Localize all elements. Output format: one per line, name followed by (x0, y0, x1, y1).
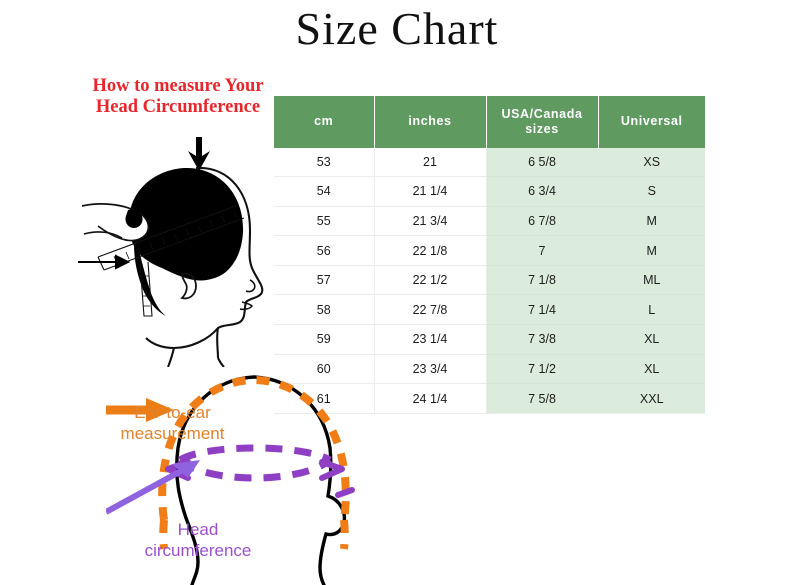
cell-usa: 7 1/8 (486, 265, 599, 296)
column-header-universal: Universal (598, 96, 705, 148)
cell-usa: 6 3/4 (486, 176, 599, 207)
cell-cm: 54 (274, 176, 375, 207)
measure-heading-line-2: Head Circumference (95, 96, 261, 117)
cell-usa: 7 (486, 235, 599, 266)
table-header-row: cm inches USA/Canada sizes Universal (274, 96, 705, 148)
cell-inches: 24 1/4 (374, 383, 487, 414)
page-title: Size Chart (295, 3, 499, 54)
table-row: 60 23 3/4 7 1/2 XL (274, 354, 705, 385)
cell-universal: XL (598, 354, 705, 385)
cell-universal: XS (598, 147, 705, 178)
cell-cm: 58 (274, 294, 375, 326)
cell-cm: 60 (274, 354, 375, 385)
cell-inches: 21 (374, 147, 487, 178)
cell-inches: 22 1/8 (374, 235, 487, 266)
cell-cm: 56 (274, 235, 375, 266)
back-head-diagram (106, 375, 355, 585)
cell-usa: 6 5/8 (486, 147, 599, 178)
cell-universal: S (598, 176, 705, 207)
cell-usa: 7 3/8 (486, 324, 599, 355)
column-header-cm: cm (274, 96, 375, 148)
cell-cm: 55 (274, 206, 375, 237)
cell-inches: 22 7/8 (374, 294, 487, 326)
cell-cm: 53 (274, 147, 375, 178)
table-row: 57 22 1/2 7 1/8 ML (274, 265, 705, 296)
head-circumference-line-1: Head (177, 520, 219, 539)
cell-universal: M (598, 206, 705, 237)
column-header-usa-canada: USA/Canada sizes (486, 96, 599, 148)
column-header-inches: inches (374, 96, 487, 148)
cell-usa: 7 1/4 (486, 294, 599, 326)
table-row: 54 21 1/4 6 3/4 S (274, 176, 705, 207)
cell-inches: 21 1/4 (374, 176, 487, 207)
cell-usa: 7 5/8 (486, 383, 599, 414)
cell-universal: ML (598, 265, 705, 296)
ear-to-ear-line-1: Ear-to-ear (134, 403, 211, 422)
cell-usa: 7 1/2 (486, 354, 599, 385)
table-row: 53 21 6 5/8 XS (274, 147, 705, 178)
cell-universal: XXL (598, 383, 705, 414)
size-chart-table: cm inches USA/Canada sizes Universal 53 … (274, 96, 705, 414)
measure-heading-line-1: How to measure Your (92, 76, 264, 96)
table-row: 58 22 7/8 7 1/4 L (274, 294, 705, 326)
measure-instruction-heading: How to measure Your Head Circumference (72, 76, 284, 117)
cell-inches: 23 3/4 (374, 354, 487, 385)
cell-inches: 22 1/2 (374, 265, 487, 296)
head-circumference-label: Head circumference (128, 519, 268, 562)
cell-cm: 57 (274, 265, 375, 296)
table-row: 61 24 1/4 7 5/8 XXL (274, 383, 705, 414)
cell-universal: XL (598, 324, 705, 355)
ear-to-ear-measurement-label: Ear-to-ear measurement (110, 402, 235, 445)
down-arrow-icon (188, 137, 210, 171)
table-row: 55 21 3/4 6 7/8 M (274, 206, 705, 237)
cell-inches: 21 3/4 (374, 206, 487, 237)
head-circumference-line-2: circumference (144, 541, 252, 561)
cell-usa: 6 7/8 (486, 206, 599, 237)
table-row: 56 22 1/8 7 M (274, 235, 705, 266)
cell-cm: 59 (274, 324, 375, 355)
cell-universal: M (598, 235, 705, 266)
table-row: 59 23 1/4 7 3/8 XL (274, 324, 705, 355)
cell-inches: 23 1/4 (374, 324, 487, 355)
cell-universal: L (598, 294, 705, 326)
ear-to-ear-line-2: measurement (120, 424, 225, 444)
head-profile-illustration (78, 166, 264, 367)
